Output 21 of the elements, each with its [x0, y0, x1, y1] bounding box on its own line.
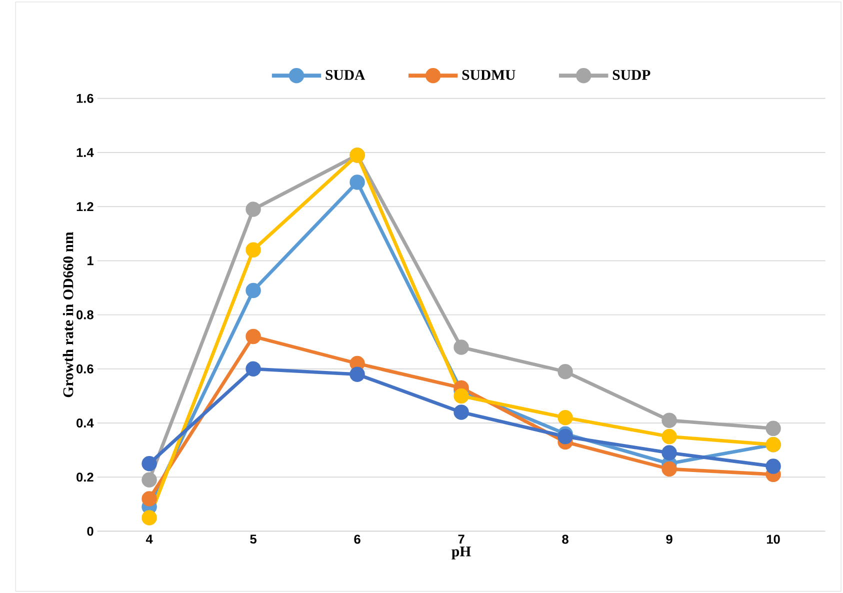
- x-tick-label: 9: [666, 534, 672, 544]
- y-tick-label: 1.2: [76, 202, 94, 211]
- y-axis-title: Growth rate in OD660 nm: [62, 232, 74, 398]
- x-tick-label: 6: [354, 534, 360, 544]
- legend-label: SUDP: [612, 70, 650, 80]
- y-tick-label: 0.8: [76, 310, 94, 320]
- x-tick-label: 5: [250, 534, 256, 544]
- legend-label: SUDA: [326, 70, 366, 80]
- y-tick-label: 0.6: [76, 364, 94, 374]
- y-tick-label: 1.4: [76, 148, 94, 157]
- y-tick-label: 0.4: [76, 418, 94, 428]
- y-tick-label: 0.2: [76, 472, 94, 482]
- y-tick-label: 0: [87, 526, 94, 536]
- x-axis-title: pH: [452, 546, 471, 560]
- y-tick-label: 1.6: [76, 94, 94, 103]
- x-tick-label: 10: [766, 534, 780, 544]
- x-tick-label: 7: [458, 534, 464, 544]
- legend-label: SUDMU: [462, 70, 516, 80]
- x-tick-label: 8: [562, 534, 568, 544]
- y-tick-label: 1: [88, 256, 94, 265]
- x-tick-label: 4: [146, 534, 153, 544]
